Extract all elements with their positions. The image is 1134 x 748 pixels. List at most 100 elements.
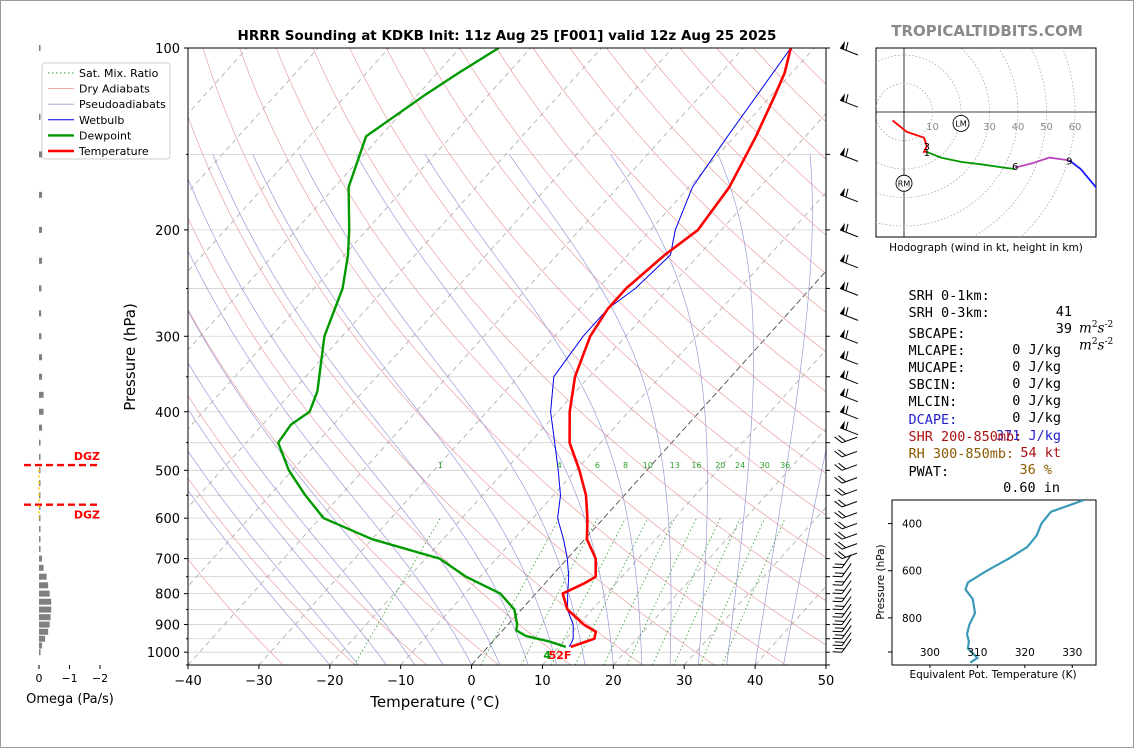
param-row-rh: RH 300-850mb: 36 % — [876, 430, 1052, 478]
hodograph-trace — [892, 119, 928, 153]
theta-e-line — [964, 500, 1085, 664]
mixing-ratio-label: 13 — [670, 461, 680, 470]
param-value: 36 % — [1019, 462, 1052, 478]
omega-bar — [39, 582, 49, 589]
param-value: 39 — [1055, 321, 1072, 337]
mixing-ratio-label: 6 — [595, 461, 600, 470]
dry-adiabat — [188, 558, 284, 665]
omega-bar — [39, 555, 43, 562]
wind-barb — [839, 387, 859, 403]
legend-label: Pseudoadiabats — [79, 98, 166, 111]
hodograph-ring-label: 60 — [1069, 122, 1082, 133]
omega-bar — [39, 515, 41, 522]
x-tick-label: −30 — [245, 674, 272, 689]
hodograph-ring — [876, 48, 1019, 227]
theta-e-y-tick-label: 400 — [902, 519, 922, 531]
mixing-ratio-label: 16 — [691, 461, 701, 470]
pseudoadiabat — [188, 310, 444, 665]
y-tick-label: 900 — [155, 619, 180, 634]
omega-bar — [39, 226, 43, 233]
param-value: 0.60 in — [1003, 480, 1060, 496]
pseudoadiabat — [610, 154, 708, 665]
isotherm — [683, 506, 826, 665]
hodograph-marker — [895, 174, 913, 192]
skewt-background-lines — [188, 48, 826, 665]
y-tick-label: 100 — [155, 42, 180, 57]
param-value: 0 J/kg — [1012, 410, 1061, 426]
pseudoadiabat — [509, 154, 672, 665]
theta-e-x-label: Equivalent Pot. Temperature (K) — [909, 669, 1076, 681]
param-value: 0 J/kg — [1012, 359, 1061, 375]
x-tick-label: 40 — [747, 674, 764, 689]
param-label: RH 300-850mb: — [908, 446, 1015, 462]
y-tick-label: 200 — [155, 224, 180, 239]
wind-barb — [839, 329, 859, 344]
param-label: SBCAPE: — [908, 326, 966, 342]
wind-barb — [839, 93, 859, 108]
dry-adiabat — [312, 48, 826, 602]
wind-barb — [834, 449, 858, 458]
hodograph-ring — [876, 54, 962, 170]
dry-adiabat — [188, 115, 643, 665]
isotherm — [542, 349, 826, 665]
dry-adiabat — [188, 477, 356, 665]
wind-barb — [834, 475, 858, 484]
y-tick-label: 400 — [155, 406, 180, 421]
hodograph-ring — [1020, 48, 1076, 237]
wind-barb — [832, 554, 852, 569]
param-label: MUCAPE: — [908, 360, 966, 376]
mixing-ratio-label: 36 — [780, 461, 790, 470]
skewt-profiles — [277, 48, 793, 649]
wind-barb — [834, 487, 858, 496]
wind-barb — [832, 596, 852, 611]
omega-bar — [39, 113, 41, 120]
wind-barb — [832, 580, 852, 595]
wind-barb — [839, 187, 859, 203]
param-label: PWAT: — [908, 464, 950, 480]
isotherm — [329, 113, 826, 665]
wetbulb-line — [550, 48, 792, 648]
y-tick-label: 600 — [155, 512, 180, 527]
surface-dewpoint-label: 4 — [543, 649, 551, 662]
mixing-ratio-label: 24 — [735, 461, 745, 470]
pseudoadiabat — [783, 448, 826, 665]
skewt-panel: −40 −30 −20 −10 0 10 20 30 40 50 100 200 300 400 500 60… — [121, 41, 859, 711]
omega-bar — [39, 310, 42, 317]
hodograph-ring — [876, 48, 990, 198]
theta-e-frame — [891, 499, 1097, 666]
dry-adiabat — [569, 48, 826, 313]
mixing-ratio-line — [721, 518, 786, 665]
param-unit: m2s-2 — [1079, 320, 1114, 337]
hodograph-height-label: 9 — [1066, 156, 1072, 167]
param-row-mlcape: MLCAPE: 0 J/kg — [876, 327, 1061, 375]
omega-bar — [39, 391, 44, 398]
omega-bar — [39, 536, 41, 543]
wind-barb — [834, 510, 858, 519]
isotherm — [188, 48, 673, 587]
dry-adiabat — [349, 48, 826, 558]
surface-temperature-label: 52F — [549, 649, 572, 662]
param-value: 41 — [1055, 304, 1072, 320]
pseudoadiabat — [188, 489, 331, 665]
omega-x-label: Omega (Pa/s) — [26, 692, 114, 707]
omega-bar — [39, 614, 51, 621]
wind-barb — [832, 625, 852, 640]
pseudoadiabat — [299, 154, 586, 665]
legend-label: Temperature — [78, 145, 149, 158]
mixing-ratio-line — [652, 518, 721, 665]
pseudoadiabat — [252, 154, 557, 665]
param-row-dcape: DCAPE: 371 J/kg — [876, 396, 1061, 444]
wind-barb — [839, 420, 859, 436]
theta-e-y-tick-label: 600 — [902, 566, 922, 578]
wind-barb — [834, 541, 858, 550]
mixing-ratio-line — [603, 518, 676, 665]
y-tick-label: 500 — [155, 464, 180, 479]
omega-bar — [39, 467, 41, 474]
wind-barb — [834, 435, 858, 444]
omega-bar — [39, 564, 44, 571]
wind-barb — [834, 551, 858, 560]
param-value: 0 J/kg — [1012, 376, 1061, 392]
isotherm-zero — [471, 270, 826, 665]
theta-e-y-label: Pressure (hPa) — [875, 544, 887, 619]
